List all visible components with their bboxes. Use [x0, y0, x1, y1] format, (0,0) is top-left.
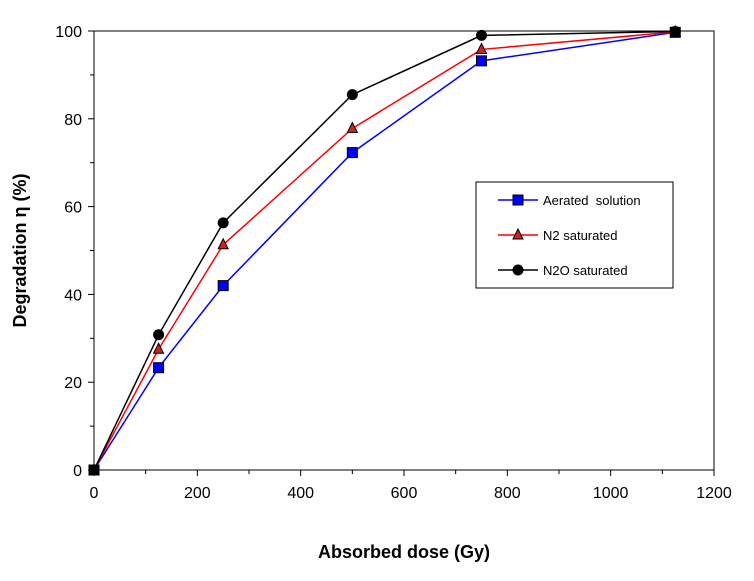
x-tick-label: 1000	[593, 485, 629, 502]
y-tick-label: 100	[55, 24, 82, 41]
x-tick-label: 400	[287, 485, 314, 502]
x-tick-label: 200	[184, 485, 211, 502]
legend-marker	[512, 194, 524, 206]
y-tick-label: 60	[64, 200, 82, 217]
x-tick-label: 600	[391, 485, 418, 502]
data-point	[669, 25, 681, 37]
data-point	[475, 42, 488, 54]
series-circle	[88, 25, 681, 476]
data-point	[217, 280, 229, 292]
data-point	[346, 89, 358, 101]
x-axis-ticks: 0 200 400 600 800 1000 1200	[90, 470, 732, 502]
legend-entry: N2 saturated	[498, 227, 617, 243]
legend-marker	[512, 264, 524, 276]
x-axis-title: Absorbed dose (Gy)	[318, 542, 490, 562]
data-point	[476, 55, 487, 67]
y-tick-label: 20	[64, 375, 82, 392]
x-tick-label: 0	[90, 485, 99, 502]
legend-label: N2O saturated	[543, 263, 628, 278]
data-point	[346, 147, 358, 159]
legend-marker	[512, 227, 524, 240]
data-point	[152, 342, 165, 354]
legend-label: Aerated solution	[543, 193, 641, 208]
y-tick-label: 40	[64, 287, 82, 304]
data-point	[217, 237, 229, 250]
y-axis-title: Degradation η (%)	[10, 173, 30, 327]
series-line	[93, 30, 676, 471]
data-point	[153, 329, 165, 341]
data-point	[476, 29, 487, 41]
data-point	[153, 362, 165, 374]
legend: Aerated solution N2 saturated N2O saturate…	[475, 181, 674, 289]
legend-label: N2 saturated	[543, 228, 617, 243]
series-layer	[88, 24, 682, 476]
x-tick-label: 1200	[696, 485, 732, 502]
legend-entry: Aerated solution	[498, 193, 641, 208]
y-tick-label: 80	[64, 112, 82, 129]
data-point	[217, 217, 229, 229]
x-tick-label: 800	[494, 485, 521, 502]
y-tick-label: 0	[73, 463, 82, 480]
data-point	[88, 464, 100, 476]
legend-entry: N2O saturated	[498, 263, 628, 278]
series-line	[93, 31, 676, 471]
data-point	[346, 121, 359, 133]
y-axis-ticks: 0 20 40 60 80 100	[55, 24, 94, 480]
series-line	[93, 31, 676, 471]
